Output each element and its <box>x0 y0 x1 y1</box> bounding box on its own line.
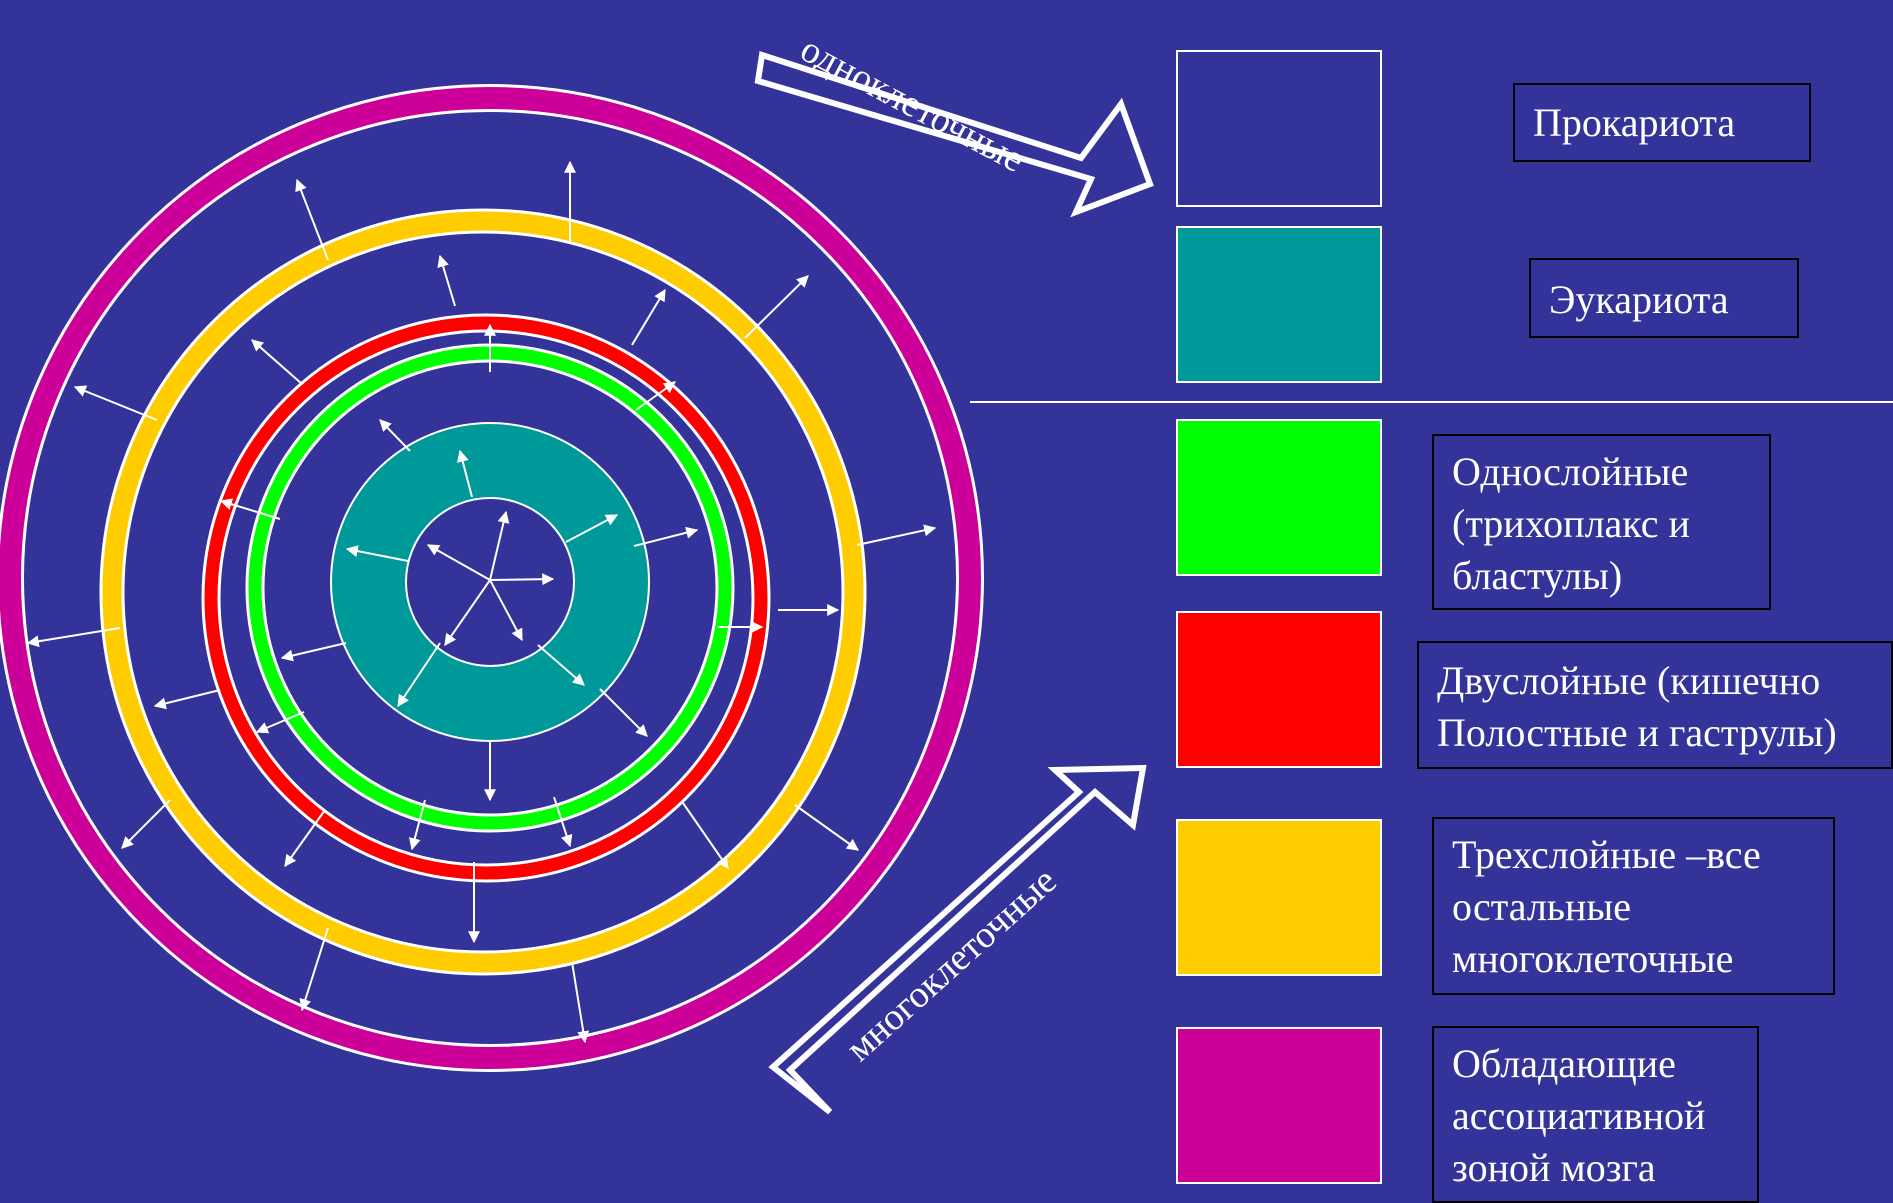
legend-label-single-layer: Однослойные (трихоплакс и бластулы) <box>1432 434 1771 610</box>
radial-arrow <box>219 498 281 520</box>
radial-arrow <box>251 339 303 385</box>
arrow-unicellular-shape <box>754 51 1154 218</box>
legend-label-two-layer: Двуслойные (кишечно Полостные и гаструлы… <box>1417 641 1893 769</box>
radial-arrow <box>537 644 585 686</box>
legend-swatch-single-layer <box>1176 419 1382 576</box>
radial-arrow <box>437 254 456 307</box>
radial-arrow <box>345 545 409 562</box>
legend-swatch-three-layer <box>1176 819 1382 976</box>
legend-swatch-eukaryote <box>1176 226 1382 383</box>
radial-arrow <box>284 809 326 867</box>
radial-arrow <box>631 288 666 346</box>
radial-arrow <box>26 627 121 648</box>
legend-swatch-two-layer <box>1176 611 1382 768</box>
legend-divider <box>970 401 1893 403</box>
radial-arrow <box>456 449 473 498</box>
radial-arrow <box>489 510 510 581</box>
radial-arrow <box>553 796 573 848</box>
radial-arrow <box>379 419 411 452</box>
radial-arrow <box>426 544 491 581</box>
radial-arrow <box>489 579 523 642</box>
radial-arrow <box>565 514 619 543</box>
radial-arrow <box>408 799 426 851</box>
radial-arrow <box>280 642 347 662</box>
radial-arrow <box>255 711 305 734</box>
radial-arrow <box>444 579 491 646</box>
radial-arrow <box>794 804 859 851</box>
radial-arrow <box>635 381 676 411</box>
ring-red-fill <box>204 316 768 880</box>
radial-arrow <box>633 526 699 547</box>
radial-arrow <box>489 573 555 586</box>
radial-arrow <box>571 961 590 1044</box>
radial-arrow <box>295 178 329 261</box>
legend-label-eukaryote: Эукариота <box>1529 258 1799 338</box>
arrow-unicellular: одноклеточные <box>754 28 1154 218</box>
radial-arrow <box>153 689 221 710</box>
ring-magenta-fill <box>0 87 981 1069</box>
legend-label-prokaryote: Прокариота <box>1513 83 1811 162</box>
radial-arrow <box>599 688 648 737</box>
ring-yellow-fill <box>102 211 864 973</box>
radial-arrows <box>26 160 937 1044</box>
legend-label-brain-zone: Обладающие ассоциативной зоной мозга <box>1432 1026 1759 1203</box>
legend-swatch-brain-zone <box>1176 1027 1382 1184</box>
legend-label-three-layer: Трехслойные –все остальные многоклеточны… <box>1432 817 1835 995</box>
arrow-multicellular-shape <box>768 764 1147 1115</box>
radial-arrow <box>299 927 329 1012</box>
radial-arrow <box>397 642 441 707</box>
radial-arrow <box>121 799 171 849</box>
radial-arrow <box>73 385 158 421</box>
arrow-multicellular: многоклеточные <box>768 764 1147 1115</box>
legend-swatch-prokaryote <box>1176 50 1382 207</box>
radial-arrow <box>744 275 809 339</box>
radial-arrow <box>682 802 729 869</box>
radial-arrow <box>856 524 937 546</box>
